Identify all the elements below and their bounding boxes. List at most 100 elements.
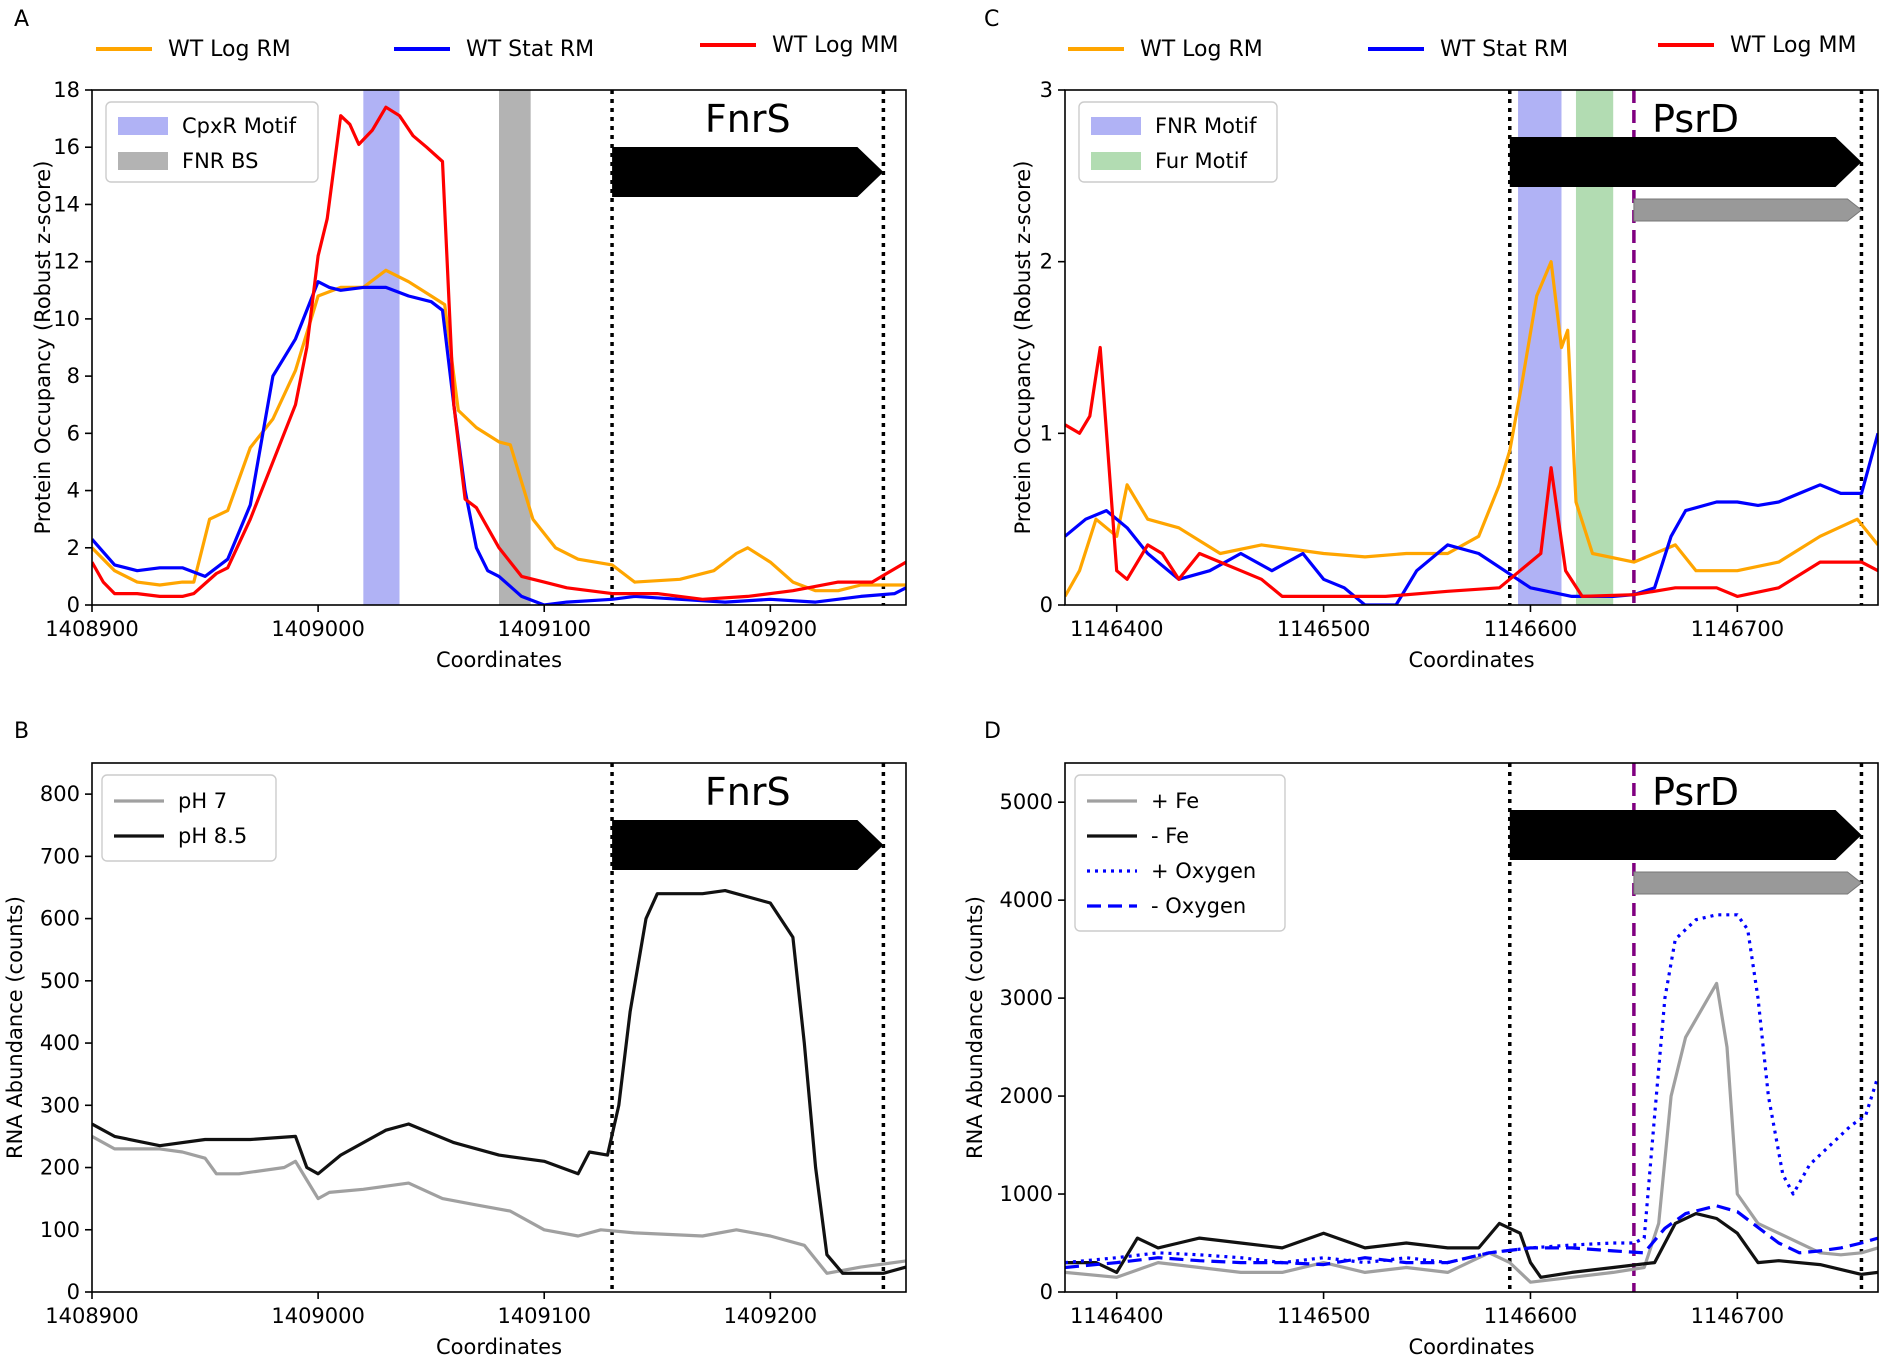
- plot-area: [92, 763, 906, 1292]
- y-tick-label: 0: [67, 1280, 80, 1304]
- y-tick-label: 0: [1040, 1280, 1053, 1304]
- plot-area: [1065, 763, 1878, 1292]
- y-tick-label: 3000: [1000, 986, 1053, 1010]
- legend-label: FNR Motif: [1155, 114, 1257, 138]
- y-tick-label: 2: [1040, 250, 1053, 274]
- legend-label: WT Log MM: [772, 33, 898, 58]
- legend-label: WT Stat RM: [466, 37, 594, 62]
- series-line-oxygen: [1065, 1204, 1878, 1270]
- panel-letter: C: [984, 7, 999, 32]
- gene-isoform-arrow: [1633, 871, 1863, 895]
- y-tick-label: 14: [53, 192, 80, 216]
- series-line-wt-log-rm: [92, 268, 906, 593]
- series-line-ph-7: [92, 1134, 906, 1275]
- x-tick-label: 1409100: [497, 617, 591, 641]
- series-line-ph-8-5: [92, 888, 906, 1275]
- gene-arrow: [1509, 137, 1862, 187]
- panel-b: B FnrS 0 100 200 300 400 500 600 700 800 1408900 140…: [3, 719, 907, 1359]
- y-tick-label: 0: [67, 593, 80, 617]
- legend-label: + Oxygen: [1151, 859, 1256, 883]
- panel-c: C PsrD 0 1 2 3 1146400 1146500 1146600 1146700 Coo…: [984, 7, 1879, 672]
- legend-label: WT Log MM: [1730, 33, 1856, 58]
- legend-label: WT Log RM: [168, 37, 291, 62]
- x-tick-label: 1146500: [1277, 1304, 1371, 1328]
- x-axis-label: Coordinates: [436, 648, 562, 672]
- y-tick-label: 10: [53, 307, 80, 331]
- y-tick-label: 500: [40, 969, 80, 993]
- x-tick-label: 1146600: [1484, 617, 1578, 641]
- y-tick-label: 800: [40, 782, 80, 806]
- axes-frame: [91, 762, 907, 1293]
- y-tick-label: 2: [67, 536, 80, 560]
- y-tick-label: 0: [1040, 593, 1053, 617]
- series-line-wt-stat-rm: [92, 280, 906, 605]
- panel-letter: B: [14, 719, 29, 744]
- panel-a: A FnrS 0 2 4 6 8 10 12 14 16 18 1408900 1409000 140910…: [14, 7, 907, 672]
- x-tick-label: 1146400: [1070, 617, 1164, 641]
- legend-label: - Oxygen: [1151, 894, 1246, 918]
- legend-box: [101, 774, 277, 862]
- legend-label: WT Log RM: [1140, 37, 1263, 62]
- y-tick-label: 2000: [1000, 1084, 1053, 1108]
- y-tick-label: 8: [67, 364, 80, 388]
- gene-label: PsrD: [1652, 770, 1739, 814]
- legend-label: FNR BS: [182, 149, 258, 173]
- legend-box: [1074, 774, 1286, 932]
- span-cpxr-motif: [363, 90, 400, 605]
- legend-label: CpxR Motif: [182, 114, 297, 138]
- axes-frame: [1064, 89, 1879, 606]
- gene-label: FnrS: [705, 97, 791, 141]
- x-tick-label: 1146700: [1691, 617, 1785, 641]
- plot-area: [92, 90, 906, 605]
- series-line-fe: [1065, 1211, 1878, 1279]
- legend-label: + Fe: [1151, 789, 1199, 813]
- x-tick-label: 1146600: [1484, 1304, 1578, 1328]
- legend-label: WT Stat RM: [1440, 37, 1568, 62]
- x-tick-label: 1409000: [271, 617, 365, 641]
- x-axis-label: Coordinates: [1408, 648, 1534, 672]
- panel-letter: D: [984, 719, 1001, 744]
- y-tick-label: 18: [53, 78, 80, 102]
- y-tick-label: 400: [40, 1031, 80, 1055]
- y-axis-label: Protein Occupancy (Robust z-score): [31, 161, 55, 535]
- plot-area: [1065, 90, 1878, 605]
- series-line-oxygen: [1065, 913, 1878, 1265]
- legend-swatch: [1091, 152, 1141, 170]
- gene-arrow: [1509, 810, 1862, 860]
- y-tick-label: 100: [40, 1218, 80, 1242]
- x-tick-label: 1146700: [1691, 1304, 1785, 1328]
- panel-d: D PsrD 0 1000 2000 3000 4000 5000 1146400 1146500…: [963, 719, 1879, 1359]
- y-tick-label: 700: [40, 844, 80, 868]
- legend-swatch: [1091, 117, 1141, 135]
- x-tick-label: 1146500: [1277, 617, 1371, 641]
- legend-label: pH 7: [178, 789, 227, 813]
- series-line-wt-log-rm: [1065, 260, 1878, 598]
- x-tick-label: 1408900: [45, 1304, 139, 1328]
- legend-swatch: [118, 152, 168, 170]
- series-line-fe: [1065, 981, 1878, 1284]
- y-tick-label: 16: [53, 135, 80, 159]
- x-tick-label: 1408900: [45, 617, 139, 641]
- series-line-wt-log-mm: [92, 105, 906, 601]
- y-tick-label: 6: [67, 421, 80, 445]
- y-tick-label: 4: [67, 479, 80, 503]
- series-line-wt-stat-rm: [1065, 432, 1878, 605]
- x-tick-label: 1146400: [1070, 1304, 1164, 1328]
- gene-label: PsrD: [1652, 97, 1739, 141]
- x-tick-label: 1409000: [271, 1304, 365, 1328]
- panel-letter: A: [14, 7, 29, 32]
- x-axis-label: Coordinates: [1408, 1335, 1534, 1359]
- y-tick-label: 5000: [1000, 790, 1053, 814]
- x-axis-label: Coordinates: [436, 1335, 562, 1359]
- x-tick-label: 1409200: [724, 1304, 818, 1328]
- legend-label: Fur Motif: [1155, 149, 1248, 173]
- legend-label: pH 8.5: [178, 824, 247, 848]
- x-tick-label: 1409200: [724, 617, 818, 641]
- y-tick-label: 3: [1040, 78, 1053, 102]
- x-tick-label: 1409100: [497, 1304, 591, 1328]
- y-tick-label: 4000: [1000, 888, 1053, 912]
- span-fnr-bs: [499, 90, 531, 605]
- y-tick-label: 12: [53, 250, 80, 274]
- gene-isoform-arrow: [1633, 198, 1863, 222]
